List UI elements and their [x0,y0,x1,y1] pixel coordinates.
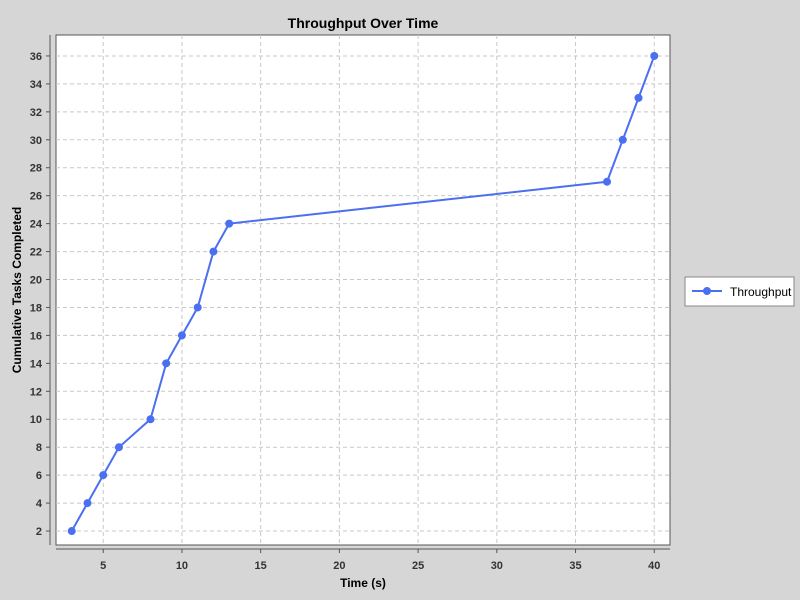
x-tick-label: 40 [648,560,660,572]
y-tick-label: 14 [30,358,43,370]
y-tick-label: 8 [36,442,42,454]
y-tick-label: 6 [36,470,42,482]
y-tick-label: 20 [30,275,42,287]
y-tick-label: 16 [30,330,42,342]
data-point [193,303,202,312]
x-axis-ticks: 5 10 15 20 25 30 35 40 [100,549,660,572]
series-layer [67,51,659,536]
y-tick-label: 2 [36,526,42,538]
y-tick-label: 34 [30,79,43,91]
data-point [83,499,92,508]
x-tick-label: 15 [255,560,267,572]
grid [56,35,670,545]
y-tick-label: 36 [30,51,42,63]
data-point [114,443,123,452]
y-tick-label: 18 [30,302,42,314]
legend-swatch-marker [703,287,711,295]
data-point [618,135,627,144]
y-axis-label: Cumulative Tasks Completed [10,207,24,374]
legend-label: Throughput [730,285,792,299]
legend: Throughput [684,276,795,307]
x-axis-label: Time (s) [340,576,386,590]
x-tick-label: 5 [100,560,106,572]
data-point [177,331,186,340]
x-tick-label: 10 [176,560,188,572]
series-line [70,55,656,532]
y-tick-label: 30 [30,135,42,147]
x-tick-label: 25 [412,560,424,572]
data-point [99,471,108,480]
data-point [634,93,643,102]
y-tick-label: 24 [30,219,43,231]
x-tick-label: 30 [491,560,503,572]
data-point [146,415,155,424]
data-point [162,359,171,368]
data-point [650,51,659,60]
y-tick-label: 4 [36,498,43,510]
x-tick-label: 20 [333,560,345,572]
chart-title: Throughput Over Time [288,15,439,31]
x-tick-label: 35 [569,560,581,572]
plot-area [55,34,671,546]
data-point [225,219,234,228]
y-tick-label: 28 [30,163,42,175]
y-tick-label: 10 [30,414,42,426]
data-point [67,527,76,536]
y-tick-label: 22 [30,247,42,259]
y-tick-label: 32 [30,107,42,119]
data-point [209,247,218,256]
y-tick-label: 12 [30,386,42,398]
y-tick-label: 26 [30,191,42,203]
data-point [603,177,612,186]
